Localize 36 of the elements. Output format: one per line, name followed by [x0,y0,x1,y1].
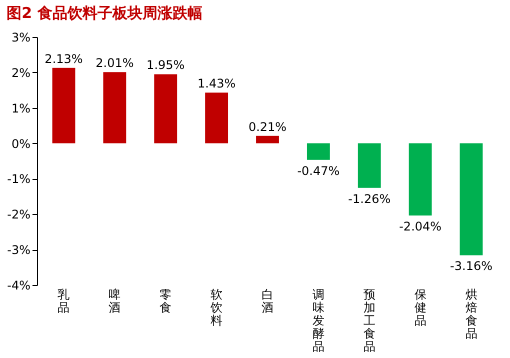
chart-title: 图2 食品饮料子板块周涨跌幅 [6,4,202,22]
y-tick-label: -1% [7,172,30,186]
bar [103,72,126,144]
x-tick-label: 白酒 [262,288,274,314]
y-tick-label: -2% [7,208,30,222]
x-tick-label: 软饮料 [210,288,223,328]
bar [306,143,330,160]
y-tick-label: -3% [7,243,30,258]
data-label: 1.43% [198,76,236,91]
x-tick-label: 烘焙食品 [465,288,478,340]
bar [460,143,483,256]
bar [52,68,76,144]
bar [205,92,228,144]
data-label: -2.04% [399,220,442,234]
y-tick-label: 0% [11,136,30,151]
data-label: 2.01% [96,56,134,70]
data-label: -3.16% [450,259,492,274]
data-label: -1.26% [348,192,391,206]
bar [154,74,178,144]
bar [358,143,381,188]
x-tick-label: 啤酒 [108,288,121,314]
y-tick-label: -4% [7,278,30,292]
y-tick-label: 2% [11,66,30,80]
data-label: 2.13% [44,52,83,66]
x-tick-label: 保健品 [414,288,426,328]
x-tick-label: 调味发酵品 [312,288,324,354]
bar [408,143,432,216]
x-tick-label: 乳品 [58,288,70,314]
x-tick-label: 零食 [160,288,172,314]
y-tick-label: 1% [11,101,30,116]
data-label: -0.47% [297,164,340,178]
y-tick-label: 3% [11,30,30,44]
x-tick-label: 预加工食品 [363,288,376,354]
data-label: 1.95% [146,58,185,72]
data-label: 0.21% [248,120,287,134]
bar [256,136,279,144]
